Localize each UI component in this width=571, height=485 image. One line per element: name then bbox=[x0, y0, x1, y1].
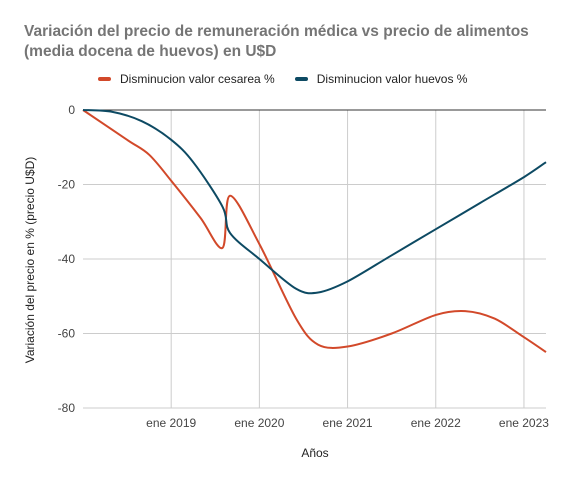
legend-label-cesarea: Disminucion valor cesarea % bbox=[120, 72, 275, 86]
y-tick-label: -40 bbox=[58, 252, 76, 266]
series-line-cesarea bbox=[82, 109, 547, 353]
x-tick-label: ene 2022 bbox=[411, 416, 461, 430]
x-tick-label: ene 2023 bbox=[499, 416, 549, 430]
chart-title: Variación del precio de remuneración méd… bbox=[24, 23, 529, 60]
y-tick-label: -60 bbox=[58, 327, 76, 341]
y-tick-label: -20 bbox=[58, 178, 76, 192]
y-axis-title: Variación del precio en % (precio U$D) bbox=[23, 156, 37, 364]
x-tick-label: ene 2020 bbox=[234, 416, 284, 430]
legend-swatch-cesarea bbox=[98, 77, 111, 81]
y-tick-label: 0 bbox=[68, 103, 75, 117]
legend-label-huevos: Disminucion valor huevos % bbox=[316, 72, 468, 86]
series-line-huevos bbox=[82, 109, 547, 295]
legend-item-huevos[interactable]: Disminucion valor huevos % bbox=[294, 72, 468, 86]
x-tick-label: ene 2019 bbox=[146, 416, 196, 430]
x-tick-label: ene 2021 bbox=[323, 416, 373, 430]
legend-swatch-huevos bbox=[294, 77, 308, 81]
legend: Disminucion valor cesarea % Disminucion … bbox=[98, 71, 487, 87]
y-tick-label: -80 bbox=[58, 401, 76, 415]
legend-item-cesarea[interactable]: Disminucion valor cesarea % bbox=[98, 72, 275, 86]
x-axis-title: Años bbox=[301, 446, 329, 460]
